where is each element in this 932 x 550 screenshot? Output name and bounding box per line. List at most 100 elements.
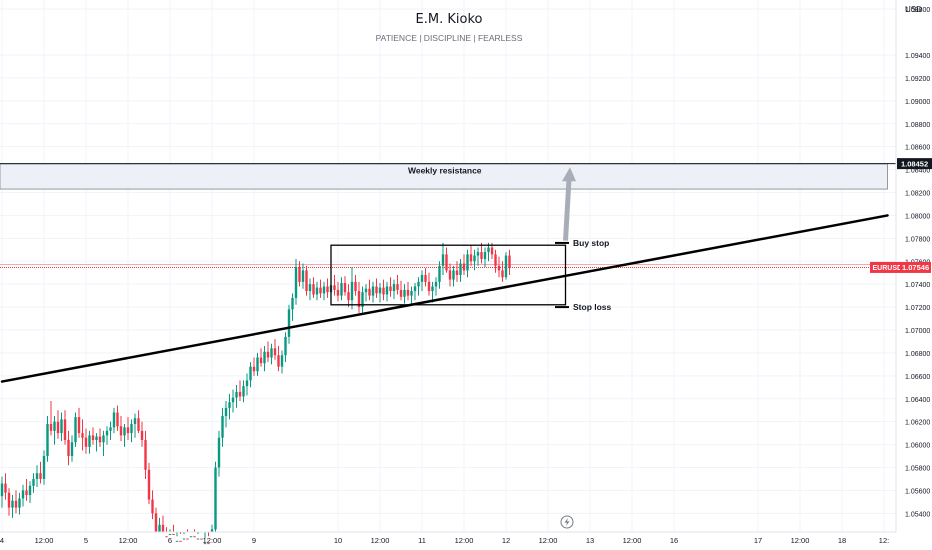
price-axis[interactable]: USD 1.09800 1.09400 1.09200 1.09000 1.08800 1…: [870, 0, 932, 532]
candle-body: [259, 357, 263, 364]
candle-body: [140, 430, 144, 440]
candle-body: [154, 513, 158, 532]
time-tick-label: 13: [586, 536, 594, 545]
candle-body: [133, 418, 137, 424]
candle-body: [291, 297, 294, 310]
price-tick-label: 1.08000: [905, 213, 930, 220]
grid: [0, 0, 896, 532]
candle-body: [357, 291, 361, 308]
chart-title: E.M. Kioko: [416, 12, 483, 27]
time-tick-label: 12:00: [623, 536, 642, 545]
candle-body: [319, 287, 322, 294]
candle-body: [56, 421, 60, 434]
candle-body: [126, 427, 130, 434]
candle-body: [350, 281, 354, 301]
candle-body: [301, 270, 305, 282]
weekly-resistance-zone[interactable]: Weekly resistance: [0, 163, 896, 190]
projection-arrow[interactable]: [562, 167, 576, 241]
time-tick-label: 16: [670, 536, 678, 545]
candle-body: [462, 263, 466, 271]
candle-body: [235, 391, 238, 398]
candle-body: [109, 427, 112, 431]
price-tick-label: 1.08200: [905, 191, 930, 198]
support-trendline[interactable]: [0, 214, 889, 383]
consolidation-box[interactable]: [330, 244, 567, 306]
candle-body: [25, 490, 28, 495]
price-tick-label: 1.06800: [905, 351, 930, 358]
candle-body: [151, 499, 154, 514]
candle-body: [448, 270, 452, 280]
resistance-price-tag-bg: [897, 158, 932, 170]
time-tick-label: 4: [0, 536, 4, 545]
candle-body: [158, 524, 161, 532]
candle-body: [368, 288, 371, 296]
candle-body: [231, 397, 235, 403]
resistance-zone-rect[interactable]: [0, 163, 888, 190]
candle-body: [32, 478, 35, 486]
time-tick-label: 12: [502, 536, 510, 545]
candle-body: [49, 423, 53, 431]
lightning-icon[interactable]: [560, 515, 574, 529]
price-tick-label: 1.05400: [905, 511, 930, 518]
price-tick-label: 1.07000: [905, 328, 930, 335]
candle-body: [105, 430, 109, 436]
candle-body: [438, 265, 441, 282]
candle-body: [70, 442, 74, 457]
candle-body: [434, 281, 438, 287]
candle-body: [504, 255, 508, 278]
time-tick-label: 12:00: [119, 536, 138, 545]
candle-body: [389, 286, 392, 292]
candle-body: [410, 291, 413, 296]
candle-body: [217, 437, 221, 468]
candlestick-series: [0, 242, 511, 545]
candle-body: [172, 533, 175, 535]
time-tick-label: 10: [334, 536, 342, 545]
candle-body: [39, 473, 42, 479]
buy-stop-label: Buy stop: [573, 238, 609, 248]
candle-body: [252, 366, 256, 372]
candle-body: [245, 380, 249, 387]
candle-body: [284, 336, 287, 356]
candle-body: [343, 283, 347, 293]
candle-body: [210, 529, 214, 532]
candle-body: [455, 270, 459, 275]
price-tick-label: 1.09800: [905, 7, 930, 14]
candle-body: [193, 536, 196, 538]
time-tick-label: 11: [418, 536, 426, 545]
price-tick-label: 1.06600: [905, 374, 930, 381]
candle-body: [431, 286, 434, 292]
candle-body: [165, 536, 168, 538]
candle-body: [175, 540, 179, 542]
price-tick-label: 1.09000: [905, 99, 930, 106]
candle-body: [28, 485, 32, 495]
candle-body: [392, 284, 396, 292]
candle-body: [312, 284, 315, 295]
candle-body: [427, 281, 431, 292]
candle-body: [21, 490, 25, 499]
candle-body: [361, 292, 364, 308]
time-tick-label: 17: [754, 536, 762, 545]
candle-body: [347, 292, 350, 301]
candle-body: [112, 412, 116, 428]
time-tick-label: 12:: [879, 536, 889, 545]
current-price-tag: EURUSD 1.07546: [870, 261, 931, 273]
time-axis[interactable]: 4 12:00 5 12:00 6 12:00 9 10 12:00 11 12:00 12 12:00…: [0, 531, 896, 545]
candle-body: [130, 423, 133, 434]
candle-body: [221, 415, 224, 438]
time-tick-label: 18: [838, 536, 846, 545]
candle-body: [161, 524, 165, 532]
candle-body: [364, 288, 368, 293]
candle-body: [81, 433, 84, 438]
candle-body: [399, 289, 403, 297]
candle-body: [144, 440, 147, 470]
candle-body: [305, 270, 308, 292]
candle-body: [490, 247, 494, 255]
price-tick-label: 1.07400: [905, 282, 930, 289]
candle-body: [95, 436, 98, 440]
candle-body: [326, 286, 329, 293]
projection-arrow-head: [562, 167, 576, 182]
candle-body: [424, 275, 427, 282]
chart-subtitle: PATIENCE | DISCIPLINE | FEARLESS: [376, 33, 523, 43]
candle-body: [74, 417, 77, 443]
